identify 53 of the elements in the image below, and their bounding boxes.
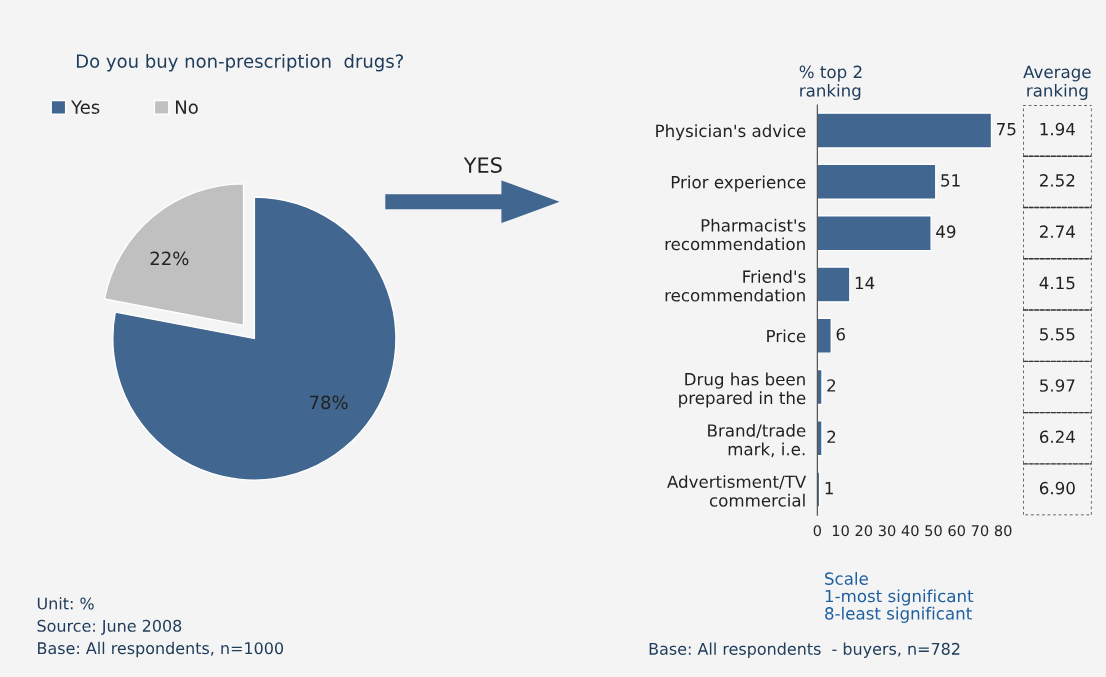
data-label: 2 (827, 379, 836, 392)
x-tick-label: 50 (925, 525, 942, 537)
y-tick-label: Drug has been prepared in the (679, 372, 806, 408)
y-tick-label: Brand/trade mark, i.e. (708, 423, 806, 458)
data-label: 49 (936, 225, 956, 238)
y-tick-label: Advertisment/TV commercial (667, 475, 807, 507)
legend-label: No (176, 100, 198, 114)
data-label: 14 (855, 276, 875, 290)
bar (817, 368, 823, 406)
text: 4.15 (1039, 276, 1075, 290)
data-label: 2 (827, 430, 836, 443)
data-label: 6 (836, 327, 845, 341)
text: YES (463, 157, 502, 173)
text: 6.90 (1039, 481, 1075, 495)
source-note: Source: June 2008 (37, 619, 182, 635)
data-label: 75 (997, 123, 1016, 136)
text: 5.97 (1040, 379, 1075, 392)
x-tick-label: 60 (948, 525, 965, 537)
x-tick-label: 70 (971, 525, 989, 537)
x-tick-label: 80 (994, 525, 1012, 537)
text: 1.94 (1040, 122, 1075, 136)
legend-label: Yes (71, 100, 100, 114)
data-label: 22% (150, 251, 189, 266)
data-label: 51 (941, 174, 960, 187)
bar (817, 420, 823, 457)
chart-title: Do you buy non-prescription drugs? (76, 53, 403, 72)
text: 6.24 (1039, 430, 1075, 444)
x-tick-label: 20 (855, 525, 873, 537)
chart-title: % top 2 ranking (799, 65, 862, 101)
x-tick-label: 0 (813, 525, 821, 537)
x-tick-label: 10 (832, 525, 849, 537)
y-tick-label: Pharmacist's recommendation (665, 218, 806, 251)
bar (817, 317, 832, 354)
text: Base: All respondents, n=1000 (38, 641, 284, 658)
text: 2.52 (1040, 174, 1075, 187)
y-tick-label: Friend's recommendation (665, 270, 806, 302)
bar (817, 163, 937, 200)
text: 2.74 (1040, 225, 1075, 238)
x-tick-label: 40 (901, 525, 919, 537)
text: Average ranking (1023, 65, 1091, 101)
data-label: 78% (310, 395, 348, 410)
text: Base: All respondents - buyers, n=782 (649, 642, 960, 658)
text: Scale 1-most significant 8-least significant (825, 572, 974, 623)
text: 5.55 (1040, 328, 1075, 341)
y-tick-label: Physician's advice (656, 124, 806, 141)
data-label: 1 (825, 482, 833, 495)
bar (817, 112, 993, 149)
bar (817, 215, 932, 252)
text: Unit: % (37, 597, 94, 610)
y-tick-label: Price (767, 329, 806, 343)
y-tick-label: Prior experience (671, 175, 806, 192)
bar (817, 266, 851, 303)
x-tick-label: 30 (878, 525, 896, 537)
